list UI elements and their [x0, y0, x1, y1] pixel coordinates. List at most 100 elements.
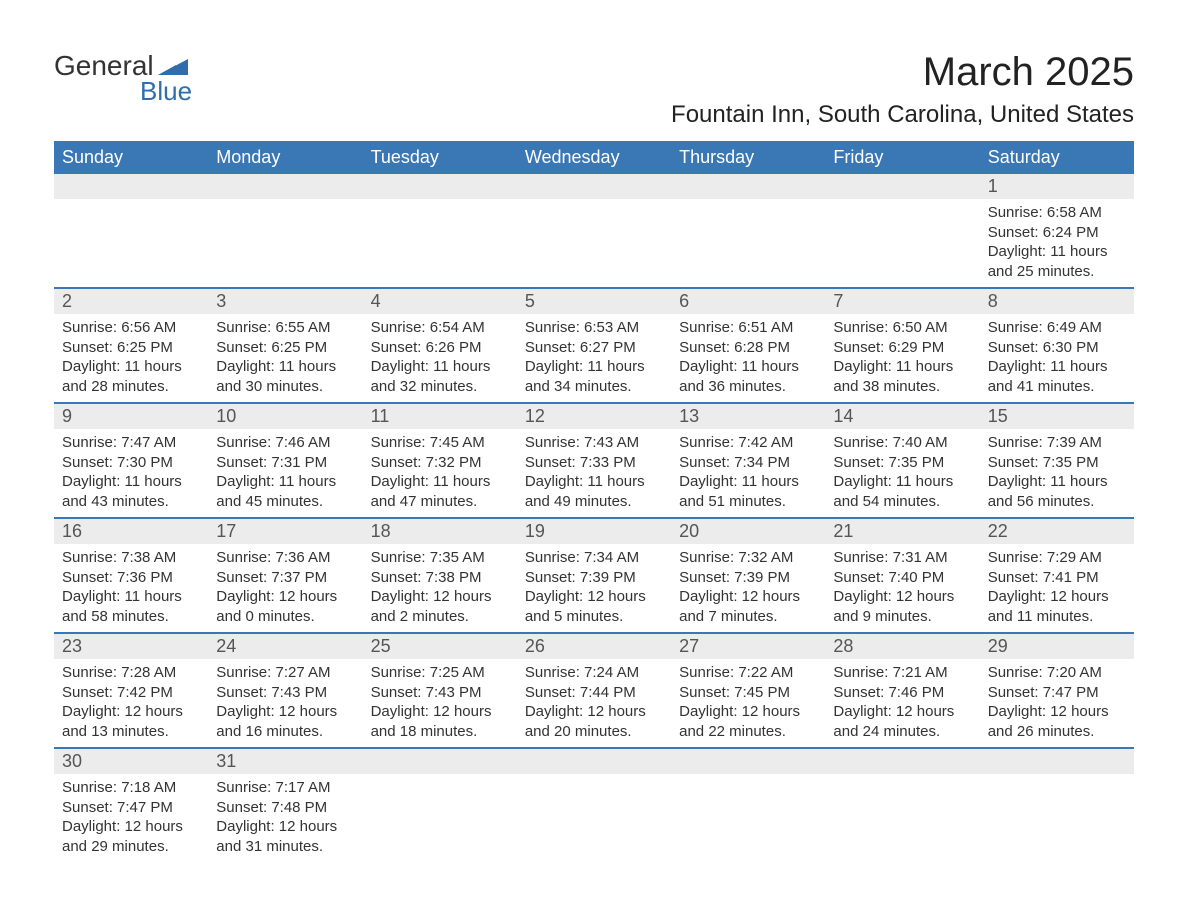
day-number-cell: 18 [363, 518, 517, 544]
header: General Blue March 2025 Fountain Inn, So… [54, 50, 1134, 129]
sunset-text: Sunset: 7:36 PM [62, 568, 200, 588]
day-number-cell: 15 [980, 403, 1134, 429]
day-detail-cell: Sunrise: 6:56 AMSunset: 6:25 PMDaylight:… [54, 314, 208, 403]
daylight-text: Daylight: 12 hours and 26 minutes. [988, 702, 1126, 741]
sunset-text: Sunset: 7:37 PM [216, 568, 354, 588]
day-number-cell: 4 [363, 288, 517, 314]
day-number-cell: 20 [671, 518, 825, 544]
day-detail-cell: Sunrise: 7:39 AMSunset: 7:35 PMDaylight:… [980, 429, 1134, 518]
day-number-cell: 19 [517, 518, 671, 544]
sunrise-text: Sunrise: 7:20 AM [988, 663, 1126, 683]
day-number-cell [671, 174, 825, 199]
sunrise-text: Sunrise: 7:40 AM [833, 433, 971, 453]
sunset-text: Sunset: 7:38 PM [371, 568, 509, 588]
day-detail-cell: Sunrise: 7:22 AMSunset: 7:45 PMDaylight:… [671, 659, 825, 748]
sunrise-text: Sunrise: 6:54 AM [371, 318, 509, 338]
day-number-cell: 28 [825, 633, 979, 659]
sunset-text: Sunset: 7:35 PM [988, 453, 1126, 473]
day-detail-row: Sunrise: 7:47 AMSunset: 7:30 PMDaylight:… [54, 429, 1134, 518]
day-number-cell: 5 [517, 288, 671, 314]
day-header-row: SundayMondayTuesdayWednesdayThursdayFrid… [54, 141, 1134, 174]
sunrise-text: Sunrise: 7:31 AM [833, 548, 971, 568]
daylight-text: Daylight: 12 hours and 0 minutes. [216, 587, 354, 626]
day-detail-cell: Sunrise: 7:27 AMSunset: 7:43 PMDaylight:… [208, 659, 362, 748]
daylight-text: Daylight: 11 hours and 49 minutes. [525, 472, 663, 511]
day-header: Thursday [671, 141, 825, 174]
day-number-cell [825, 748, 979, 774]
sunrise-text: Sunrise: 7:32 AM [679, 548, 817, 568]
day-number-cell: 14 [825, 403, 979, 429]
sunset-text: Sunset: 7:45 PM [679, 683, 817, 703]
day-detail-cell: Sunrise: 6:55 AMSunset: 6:25 PMDaylight:… [208, 314, 362, 403]
sunset-text: Sunset: 7:31 PM [216, 453, 354, 473]
day-detail-cell: Sunrise: 6:53 AMSunset: 6:27 PMDaylight:… [517, 314, 671, 403]
day-detail-row: Sunrise: 7:18 AMSunset: 7:47 PMDaylight:… [54, 774, 1134, 862]
calendar-table: SundayMondayTuesdayWednesdayThursdayFrid… [54, 141, 1134, 862]
daylight-text: Daylight: 12 hours and 18 minutes. [371, 702, 509, 741]
day-detail-cell: Sunrise: 7:35 AMSunset: 7:38 PMDaylight:… [363, 544, 517, 633]
sunrise-text: Sunrise: 7:38 AM [62, 548, 200, 568]
sunrise-text: Sunrise: 7:25 AM [371, 663, 509, 683]
day-detail-cell: Sunrise: 7:24 AMSunset: 7:44 PMDaylight:… [517, 659, 671, 748]
day-number-cell [671, 748, 825, 774]
sunset-text: Sunset: 6:25 PM [62, 338, 200, 358]
sunset-text: Sunset: 6:25 PM [216, 338, 354, 358]
day-detail-cell: Sunrise: 7:38 AMSunset: 7:36 PMDaylight:… [54, 544, 208, 633]
sunset-text: Sunset: 7:34 PM [679, 453, 817, 473]
sunset-text: Sunset: 6:28 PM [679, 338, 817, 358]
day-number-cell [517, 174, 671, 199]
day-detail-cell [517, 199, 671, 288]
day-number-cell [363, 174, 517, 199]
day-number-cell: 25 [363, 633, 517, 659]
sunset-text: Sunset: 7:39 PM [679, 568, 817, 588]
day-number-cell [208, 174, 362, 199]
day-number-cell [825, 174, 979, 199]
sunrise-text: Sunrise: 6:58 AM [988, 203, 1126, 223]
sunrise-text: Sunrise: 7:45 AM [371, 433, 509, 453]
sunrise-text: Sunrise: 7:29 AM [988, 548, 1126, 568]
day-number-cell: 16 [54, 518, 208, 544]
sunrise-text: Sunrise: 7:27 AM [216, 663, 354, 683]
daylight-text: Daylight: 12 hours and 2 minutes. [371, 587, 509, 626]
daylight-text: Daylight: 12 hours and 31 minutes. [216, 817, 354, 856]
daylight-text: Daylight: 11 hours and 30 minutes. [216, 357, 354, 396]
day-detail-row: Sunrise: 7:28 AMSunset: 7:42 PMDaylight:… [54, 659, 1134, 748]
day-number-cell: 11 [363, 403, 517, 429]
sunrise-text: Sunrise: 7:34 AM [525, 548, 663, 568]
sunrise-text: Sunrise: 7:43 AM [525, 433, 663, 453]
daylight-text: Daylight: 11 hours and 56 minutes. [988, 472, 1126, 511]
daylight-text: Daylight: 12 hours and 9 minutes. [833, 587, 971, 626]
day-number-cell: 24 [208, 633, 362, 659]
sunset-text: Sunset: 6:26 PM [371, 338, 509, 358]
daylight-text: Daylight: 12 hours and 16 minutes. [216, 702, 354, 741]
day-number-row: 2345678 [54, 288, 1134, 314]
sunrise-text: Sunrise: 7:28 AM [62, 663, 200, 683]
day-number-cell: 21 [825, 518, 979, 544]
sunset-text: Sunset: 6:24 PM [988, 223, 1126, 243]
daylight-text: Daylight: 11 hours and 51 minutes. [679, 472, 817, 511]
logo-word-2: Blue [140, 76, 192, 107]
day-detail-row: Sunrise: 6:58 AMSunset: 6:24 PMDaylight:… [54, 199, 1134, 288]
sunrise-text: Sunrise: 7:46 AM [216, 433, 354, 453]
day-detail-cell [54, 199, 208, 288]
day-number-cell [54, 174, 208, 199]
day-detail-cell: Sunrise: 6:51 AMSunset: 6:28 PMDaylight:… [671, 314, 825, 403]
day-detail-cell: Sunrise: 7:36 AMSunset: 7:37 PMDaylight:… [208, 544, 362, 633]
sunset-text: Sunset: 7:32 PM [371, 453, 509, 473]
day-detail-cell: Sunrise: 7:28 AMSunset: 7:42 PMDaylight:… [54, 659, 208, 748]
day-number-cell: 7 [825, 288, 979, 314]
sunset-text: Sunset: 7:35 PM [833, 453, 971, 473]
day-header: Tuesday [363, 141, 517, 174]
daylight-text: Daylight: 12 hours and 29 minutes. [62, 817, 200, 856]
day-detail-cell [208, 199, 362, 288]
daylight-text: Daylight: 11 hours and 32 minutes. [371, 357, 509, 396]
sunrise-text: Sunrise: 6:49 AM [988, 318, 1126, 338]
sunrise-text: Sunrise: 6:51 AM [679, 318, 817, 338]
sunset-text: Sunset: 7:44 PM [525, 683, 663, 703]
day-number-row: 16171819202122 [54, 518, 1134, 544]
daylight-text: Daylight: 11 hours and 36 minutes. [679, 357, 817, 396]
day-number-cell: 27 [671, 633, 825, 659]
day-number-cell [363, 748, 517, 774]
day-header: Friday [825, 141, 979, 174]
day-number-cell: 6 [671, 288, 825, 314]
